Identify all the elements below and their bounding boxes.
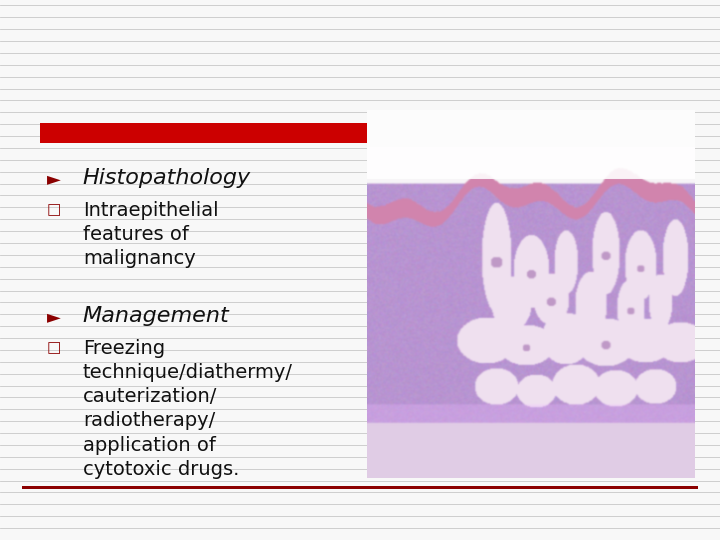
Text: ►: ► [47, 170, 60, 188]
Text: Freezing
technique/diathermy/
cauterization/
radiotherapy/
application of
cytoto: Freezing technique/diathermy/ cauterizat… [83, 339, 293, 479]
Text: Intraepithelial
features of
malignancy: Intraepithelial features of malignancy [83, 201, 218, 268]
Bar [619, 137, 684, 143]
Text: Histopathology: Histopathology [83, 168, 251, 188]
Text: □: □ [47, 202, 61, 218]
Text: ►: ► [47, 308, 60, 326]
Bar [22, 486, 698, 489]
Text: □: □ [47, 340, 61, 355]
Text: Management: Management [83, 306, 230, 326]
Bar [40, 123, 446, 143]
